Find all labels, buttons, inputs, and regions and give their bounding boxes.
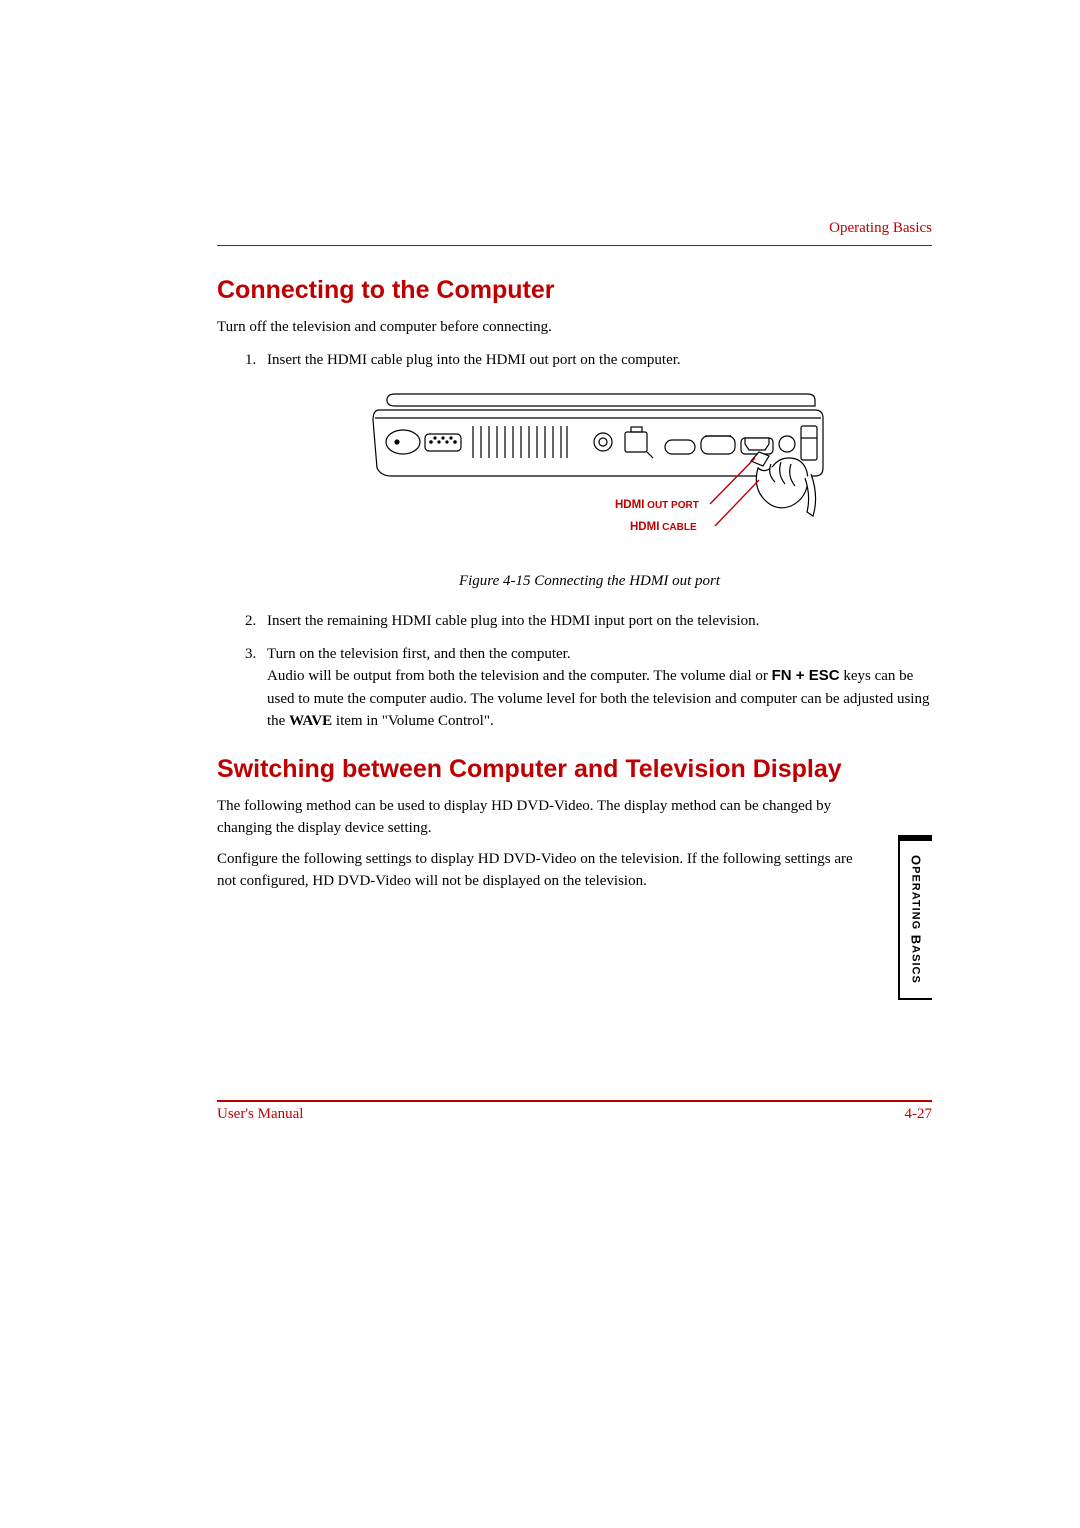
list-text-b: Audio will be output from both the telev… [267, 668, 772, 684]
ordered-list-2: 2.Insert the remaining HDMI cable plug i… [217, 610, 932, 733]
list-item-3: 3.Turn on the television first, and then… [245, 643, 932, 733]
intro-paragraph: Turn off the television and computer bef… [217, 317, 932, 339]
footer-left: User's Manual [217, 1106, 303, 1123]
hdmi-cable-label: HDMI CABLE [630, 521, 697, 533]
figure-caption: Figure 4-15 Connecting the HDMI out port [247, 573, 932, 590]
list-number: 2. [245, 610, 267, 633]
laptop-hdmi-diagram: HDMI OUT PORT HDMI CABLE [355, 386, 825, 556]
key-combo: FN + ESC [772, 667, 840, 684]
heading-connecting: Connecting to the Computer [217, 276, 932, 305]
header-section-label: Operating Basics [829, 220, 932, 236]
list-text: Insert the remaining HDMI cable plug int… [267, 613, 759, 629]
side-tab-label: OPERATING BASICS [909, 855, 924, 984]
hdmi-port-label: HDMI OUT PORT [615, 499, 699, 511]
heading-switching: Switching between Computer and Televisio… [217, 755, 932, 784]
page-footer: User's Manual 4-27 [217, 1100, 932, 1123]
page-container: Operating Basics Connecting to the Compu… [0, 0, 1080, 1528]
list-number: 3. [245, 643, 267, 666]
list-number: 1. [245, 349, 267, 372]
list-text-a: Turn on the television first, and then t… [267, 646, 571, 662]
list-text-f: item in "Volume Control". [332, 713, 494, 729]
list-item-1: 1.Insert the HDMI cable plug into the HD… [245, 349, 932, 372]
wave-label: WAVE [289, 713, 332, 729]
ordered-list-1: 1.Insert the HDMI cable plug into the HD… [217, 349, 932, 372]
footer-right: 4-27 [905, 1106, 933, 1123]
figure-container: HDMI OUT PORT HDMI CABLE Figure 4-15 Con… [247, 386, 932, 590]
paragraph-2b: Configure the following settings to disp… [217, 849, 861, 893]
list-text: Insert the HDMI cable plug into the HDMI… [267, 352, 681, 368]
side-tab: OPERATING BASICS [898, 835, 932, 1000]
paragraph-2a: The following method can be used to disp… [217, 796, 861, 840]
running-header: Operating Basics [217, 220, 932, 246]
list-item-2: 2.Insert the remaining HDMI cable plug i… [245, 610, 932, 633]
